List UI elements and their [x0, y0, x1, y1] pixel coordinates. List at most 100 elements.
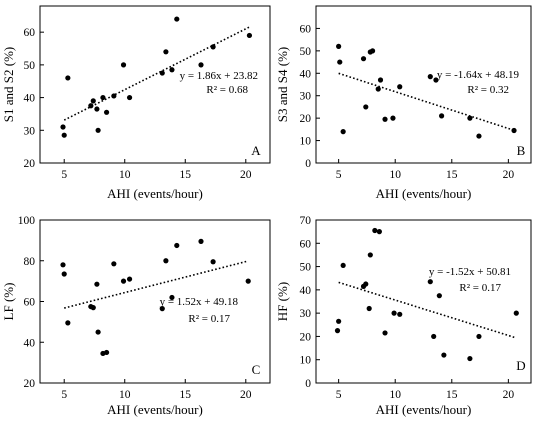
data-point	[439, 113, 445, 119]
data-point	[159, 70, 165, 76]
trend-line	[338, 281, 517, 339]
data-point	[336, 43, 342, 49]
y-tick-label: 40	[24, 93, 36, 105]
y-tick-label: 80	[24, 256, 36, 268]
trend-line	[64, 260, 249, 309]
y-tick-label: 100	[18, 215, 36, 227]
x-tick-label: 15	[180, 169, 192, 181]
panel-b: 5 10 15 20 0 10 20 30 40 50 60 AHI (events/hour) S3 …	[275, 5, 532, 201]
data-point	[360, 56, 367, 62]
data-point	[436, 293, 442, 299]
data-point	[513, 310, 519, 316]
data-point	[340, 262, 346, 269]
data-point	[126, 94, 133, 101]
x-tick-label: 15	[446, 169, 458, 181]
x-tick-label: 10	[389, 169, 401, 181]
y-tick-label: 60	[300, 238, 312, 250]
data-point	[337, 59, 343, 65]
data-point	[61, 132, 67, 138]
data-point	[427, 279, 433, 285]
y-tick-label: 20	[24, 158, 36, 170]
x-axis-label: AHI (events/hour)	[107, 186, 203, 201]
x-tick-label: 5	[336, 389, 342, 401]
y-tick-label: 30	[24, 125, 36, 137]
x-tick-label: 10	[119, 389, 131, 401]
y-tick-label: 50	[300, 262, 312, 274]
data-point	[367, 252, 373, 258]
data-point	[363, 281, 369, 287]
data-point	[88, 103, 94, 109]
r-squared: R² = 0.17	[188, 313, 230, 325]
y-tick-label: 20	[300, 331, 312, 343]
x-tick-label: 20	[503, 169, 515, 181]
y-tick-label: 40	[300, 285, 312, 297]
x-axis-label: AHI (events/hour)	[376, 186, 472, 201]
plot-frame	[315, 219, 532, 384]
x-axis-label: AHI (events/hour)	[376, 402, 472, 417]
data-point	[336, 318, 342, 324]
trend-line	[338, 72, 515, 132]
regression-equation: y = -1.64x + 48.19	[437, 69, 520, 81]
x-tick-label: 15	[446, 389, 458, 401]
data-point	[169, 294, 175, 301]
data-point	[60, 262, 66, 268]
data-point	[95, 127, 101, 133]
panel-letter: D	[516, 358, 525, 373]
data-point	[366, 305, 372, 312]
data-point	[210, 44, 216, 50]
data-point	[363, 104, 369, 110]
y-tick-label: 10	[300, 136, 312, 148]
data-point	[95, 329, 101, 335]
data-point	[390, 115, 396, 121]
regression-equation: y = -1.52x + 50.81	[429, 266, 511, 278]
x-tick-label: 5	[61, 169, 67, 181]
data-point	[369, 48, 376, 54]
data-point	[397, 84, 403, 90]
data-point	[126, 276, 133, 282]
data-point	[427, 74, 433, 80]
plot-frame	[39, 5, 271, 164]
data-point	[431, 333, 437, 340]
data-point	[467, 355, 473, 362]
x-tick-label: 5	[336, 169, 342, 181]
plot-frame	[315, 5, 532, 164]
data-point	[111, 261, 117, 267]
y-tick-label: 30	[300, 308, 312, 320]
r-squared: R² = 0.32	[467, 84, 509, 96]
x-tick-label: 20	[240, 389, 252, 401]
data-point	[163, 49, 169, 55]
data-point	[340, 129, 346, 135]
r-squared: R² = 0.17	[459, 282, 501, 294]
data-point	[174, 242, 180, 249]
y-tick-label: 40	[24, 337, 36, 349]
data-point	[210, 259, 216, 265]
data-point	[94, 281, 100, 287]
regression-equation: y = 1.52x + 49.18	[160, 296, 239, 308]
y-tick-label: 70	[300, 215, 312, 227]
x-tick-label: 10	[119, 169, 131, 181]
panel-c: 5 10 15 20 20 40 60 80 100 AHI (events/hour) LF (%…	[1, 215, 271, 417]
data-point	[377, 77, 384, 83]
data-point	[441, 352, 447, 358]
y-tick-label: 60	[24, 27, 36, 39]
data-point	[169, 67, 175, 73]
data-point	[65, 75, 71, 81]
data-point	[433, 77, 439, 83]
y-tick-label: 60	[24, 297, 36, 309]
data-point	[65, 320, 71, 326]
y-tick-label: 40	[300, 68, 312, 80]
data-point	[382, 116, 388, 122]
y-tick-label: 30	[300, 91, 312, 103]
data-point	[60, 124, 66, 130]
data-point	[375, 86, 381, 92]
x-tick-label: 15	[180, 389, 192, 401]
y-tick-label: 20	[24, 378, 36, 390]
x-tick-label: 10	[389, 389, 401, 401]
y-tick-label: 10	[300, 355, 312, 367]
data-point	[94, 106, 100, 112]
data-point	[174, 16, 180, 22]
data-point	[391, 310, 397, 316]
data-point	[476, 133, 482, 139]
data-point	[120, 278, 127, 284]
